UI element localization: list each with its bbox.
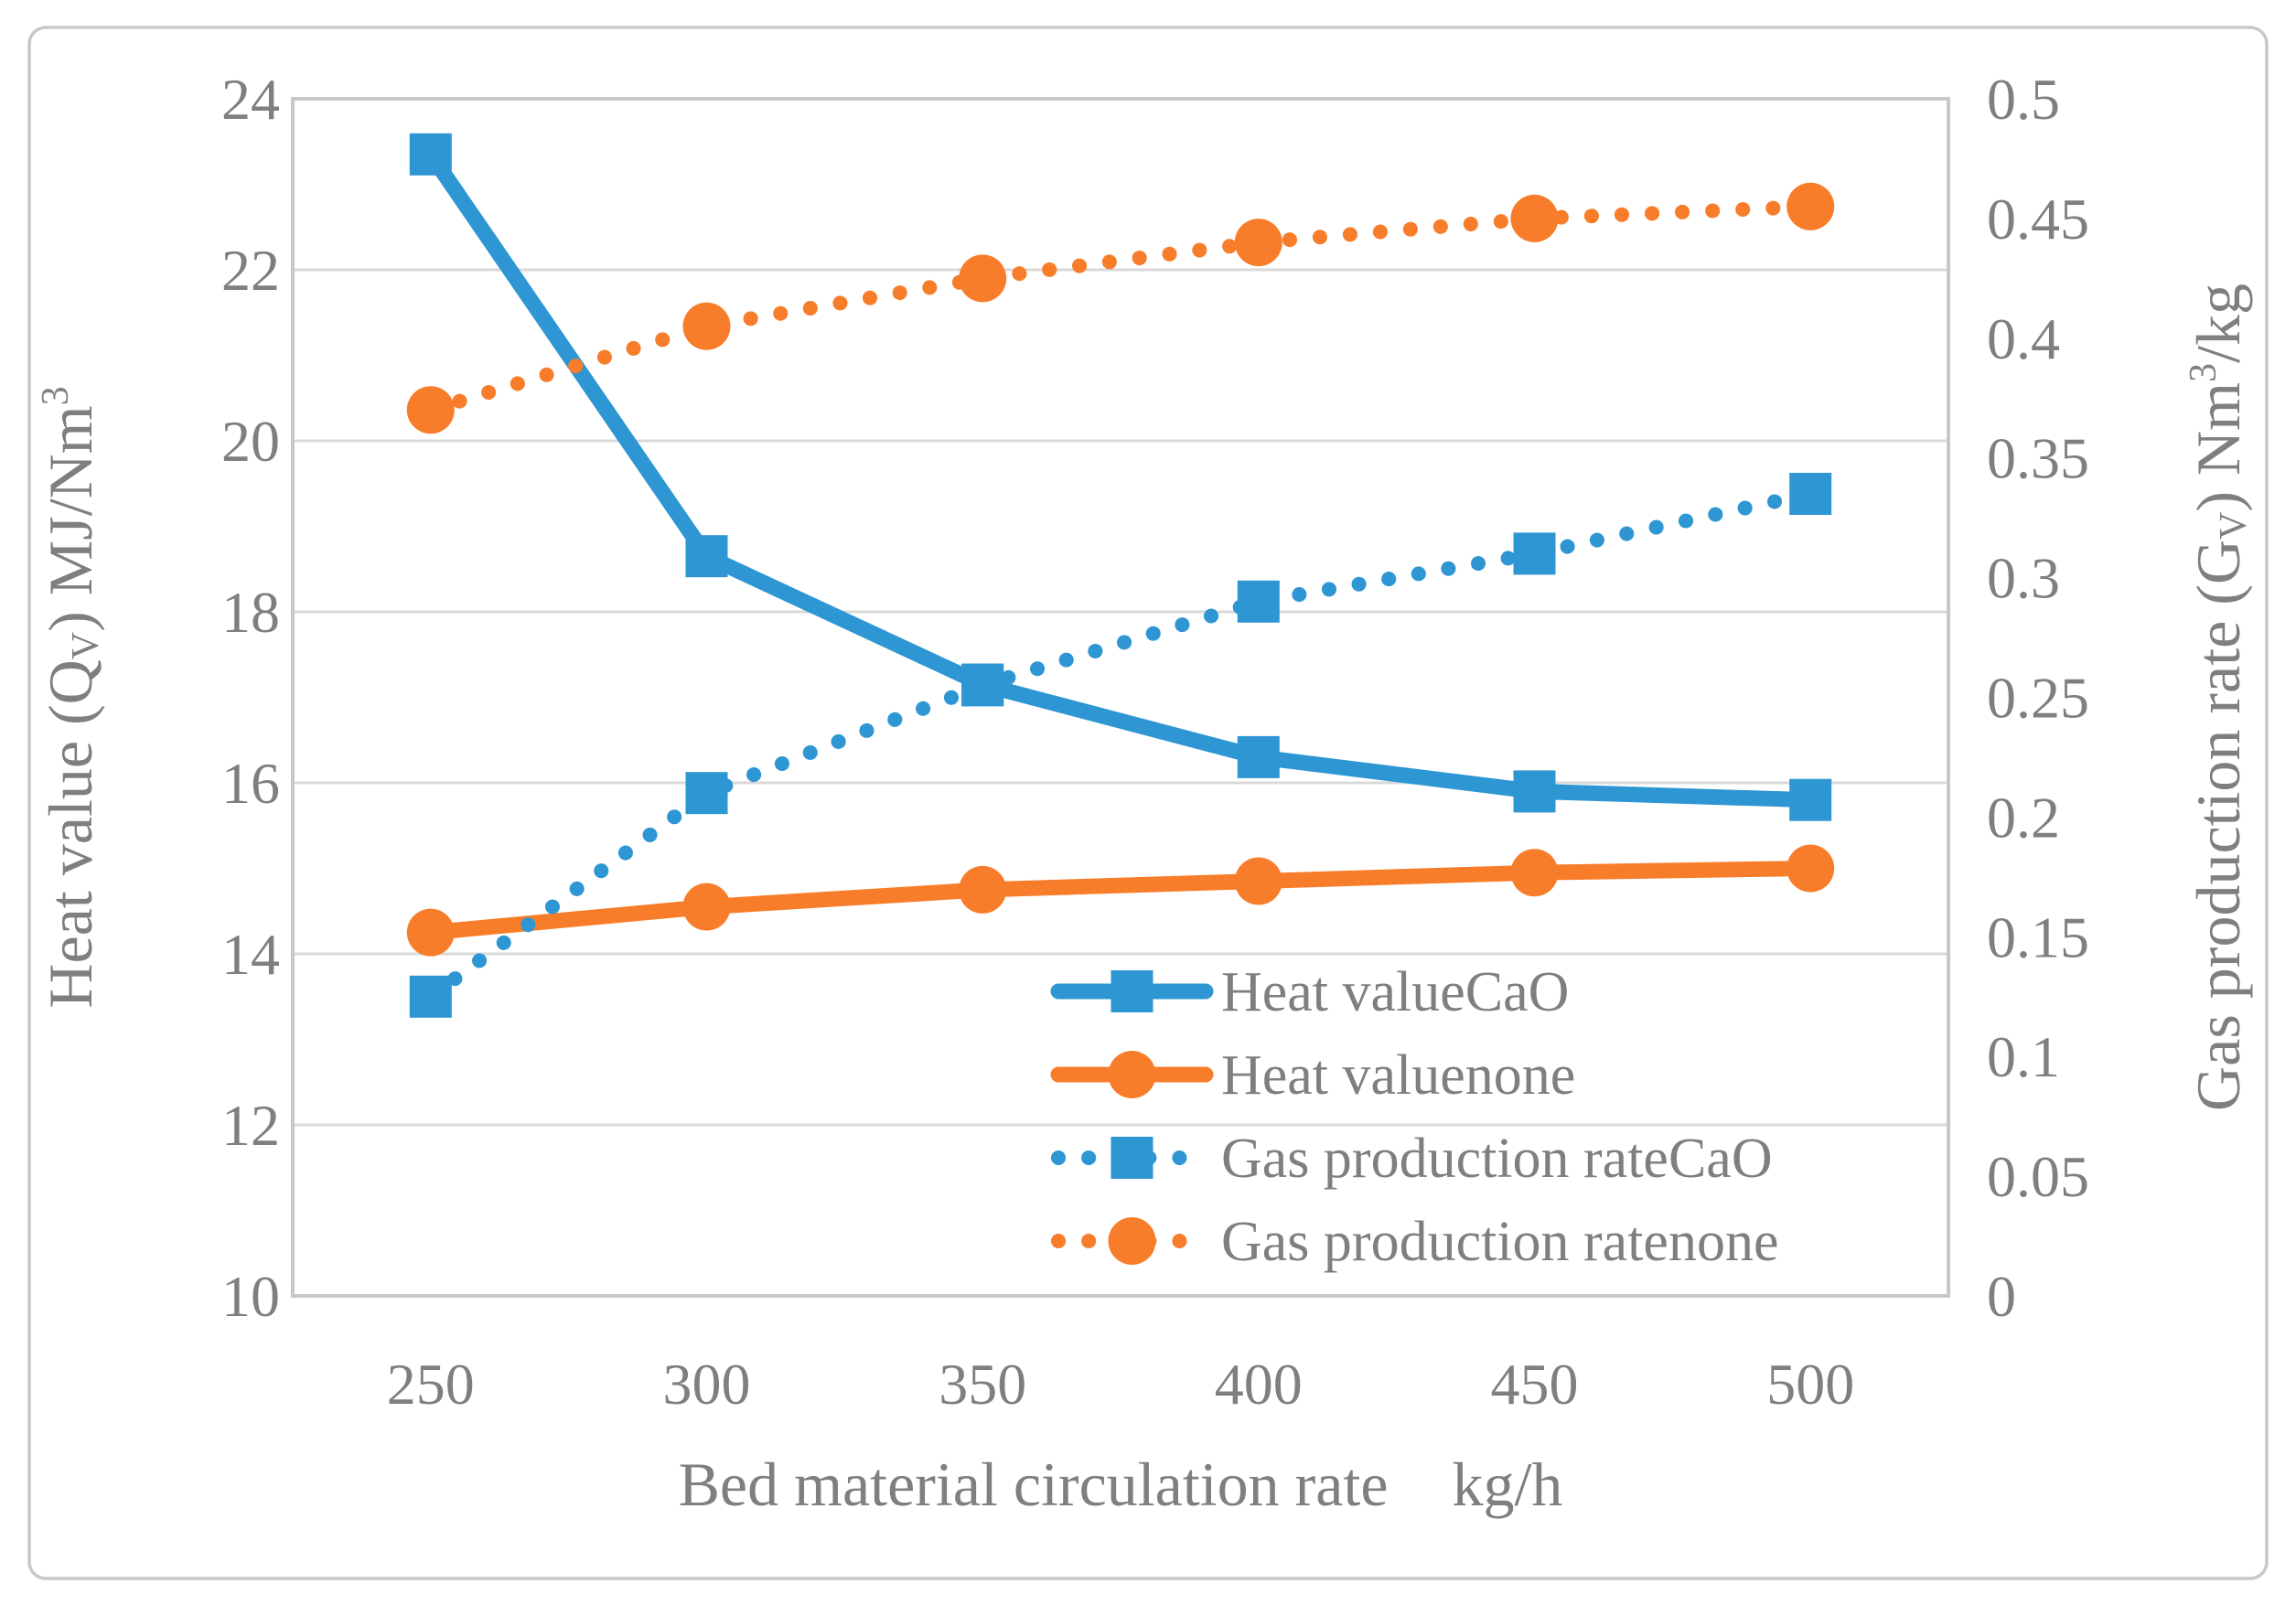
data-point-marker <box>1789 778 1832 821</box>
series-gas-production-ratenone <box>406 182 1835 434</box>
data-point-marker <box>1237 580 1280 623</box>
data-point-marker <box>1786 182 1835 230</box>
legend-label: Gas production rateCaO <box>1221 1128 1773 1190</box>
x-axis-title: Bed material circulation rate kg/h <box>679 1450 1563 1519</box>
data-point-marker <box>682 302 731 350</box>
series-line <box>423 487 1819 1004</box>
data-point-marker <box>1789 473 1832 515</box>
data-point-marker <box>959 865 1007 914</box>
y-left-tick-label: 22 <box>221 238 280 303</box>
series-line <box>430 861 1811 941</box>
x-tick-label: 300 <box>663 1352 751 1417</box>
data-point-marker <box>409 975 452 1018</box>
y-right-tick-label: 0.1 <box>1987 1024 2060 1089</box>
data-point-marker <box>959 254 1007 303</box>
y-right-tick-label: 0 <box>1987 1264 2016 1329</box>
legend-label: Heat valuenone <box>1221 1044 1575 1107</box>
y-axis-left-ticks: 24 22 20 18 16 14 12 10 <box>221 67 280 1329</box>
data-point-marker <box>1237 735 1280 778</box>
x-tick-label: 400 <box>1215 1352 1303 1417</box>
y-right-tick-label: 0.4 <box>1987 306 2060 371</box>
series-heat-valuenone <box>406 844 1835 957</box>
y-left-tick-label: 12 <box>221 1093 280 1158</box>
figure-border <box>27 26 2269 1580</box>
y-axis-right-ticks: 0.5 0.45 0.4 0.35 0.3 0.25 0.2 0.15 0.1 0.05 0 <box>1987 67 2089 1329</box>
data-point-marker <box>685 772 728 815</box>
series-line <box>424 149 1811 808</box>
y-left-tick-label: 20 <box>221 409 280 474</box>
y-axis-left-title: Heat value (QV) MJ/Nm3 <box>35 386 107 1008</box>
data-point-marker <box>1234 219 1282 267</box>
y-right-tick-label: 0.5 <box>1987 67 2060 132</box>
y-left-tick-label: 16 <box>221 751 280 816</box>
data-point-marker <box>1513 770 1556 813</box>
y-left-tick-label: 24 <box>221 67 280 132</box>
legend-label: Gas production ratenone <box>1221 1211 1778 1273</box>
y-left-tick-label: 18 <box>221 580 280 645</box>
x-tick-label: 250 <box>387 1352 475 1417</box>
data-point-marker <box>1510 849 1559 897</box>
y-axis-right-title: Gas production rate (GV) Nm3/kg <box>2183 284 2255 1111</box>
x-axis-ticks: 250 300 350 400 450 500 <box>387 1352 1854 1417</box>
data-point-marker-legend <box>1108 1217 1156 1265</box>
legend-item-gas-production-ratenone: Gas production ratenone <box>1051 1211 1778 1273</box>
legend-item-heat-valuenone: Heat valuenone <box>1050 1044 1575 1107</box>
legend-label: Heat valueCaO <box>1221 961 1569 1023</box>
data-point-marker <box>409 133 452 176</box>
series-gas-production-ratecao <box>409 473 1832 1018</box>
data-point-marker-legend <box>1108 1051 1156 1098</box>
x-tick-label: 500 <box>1766 1352 1854 1417</box>
data-point-marker <box>961 664 1004 707</box>
data-point-marker <box>406 908 455 957</box>
y-right-tick-label: 0.25 <box>1987 666 2089 731</box>
data-point-marker <box>1786 844 1835 893</box>
data-point-marker <box>1513 532 1556 575</box>
y-right-tick-label: 0.35 <box>1987 426 2089 491</box>
data-point-marker <box>1510 194 1559 242</box>
y-right-tick-label: 0.45 <box>1987 187 2089 251</box>
data-point-marker <box>1234 857 1282 905</box>
legend-item-heat-valuecao: Heat valueCaO <box>1050 961 1569 1023</box>
data-point-marker-legend <box>1110 970 1153 1012</box>
legend: Heat valueCaO Heat valuenone Gas productio… <box>1050 961 1778 1273</box>
y-right-tick-label: 0.2 <box>1987 785 2060 850</box>
series-line <box>423 198 1819 418</box>
data-point-marker <box>685 535 728 578</box>
x-tick-label: 350 <box>939 1352 1026 1417</box>
y-left-tick-label: 10 <box>221 1264 280 1329</box>
data-point-marker <box>406 386 455 434</box>
y-right-tick-label: 0.3 <box>1987 546 2060 611</box>
y-right-tick-label: 0.15 <box>1987 904 2089 969</box>
plot-border <box>291 97 1950 1298</box>
legend-item-gas-production-ratecao: Gas production rateCaO <box>1051 1128 1773 1190</box>
data-point-marker <box>682 883 731 931</box>
y-left-tick-label: 14 <box>221 922 280 987</box>
y-right-tick-label: 0.05 <box>1987 1144 2089 1209</box>
x-tick-label: 450 <box>1491 1352 1579 1417</box>
data-point-marker-legend <box>1110 1137 1153 1179</box>
